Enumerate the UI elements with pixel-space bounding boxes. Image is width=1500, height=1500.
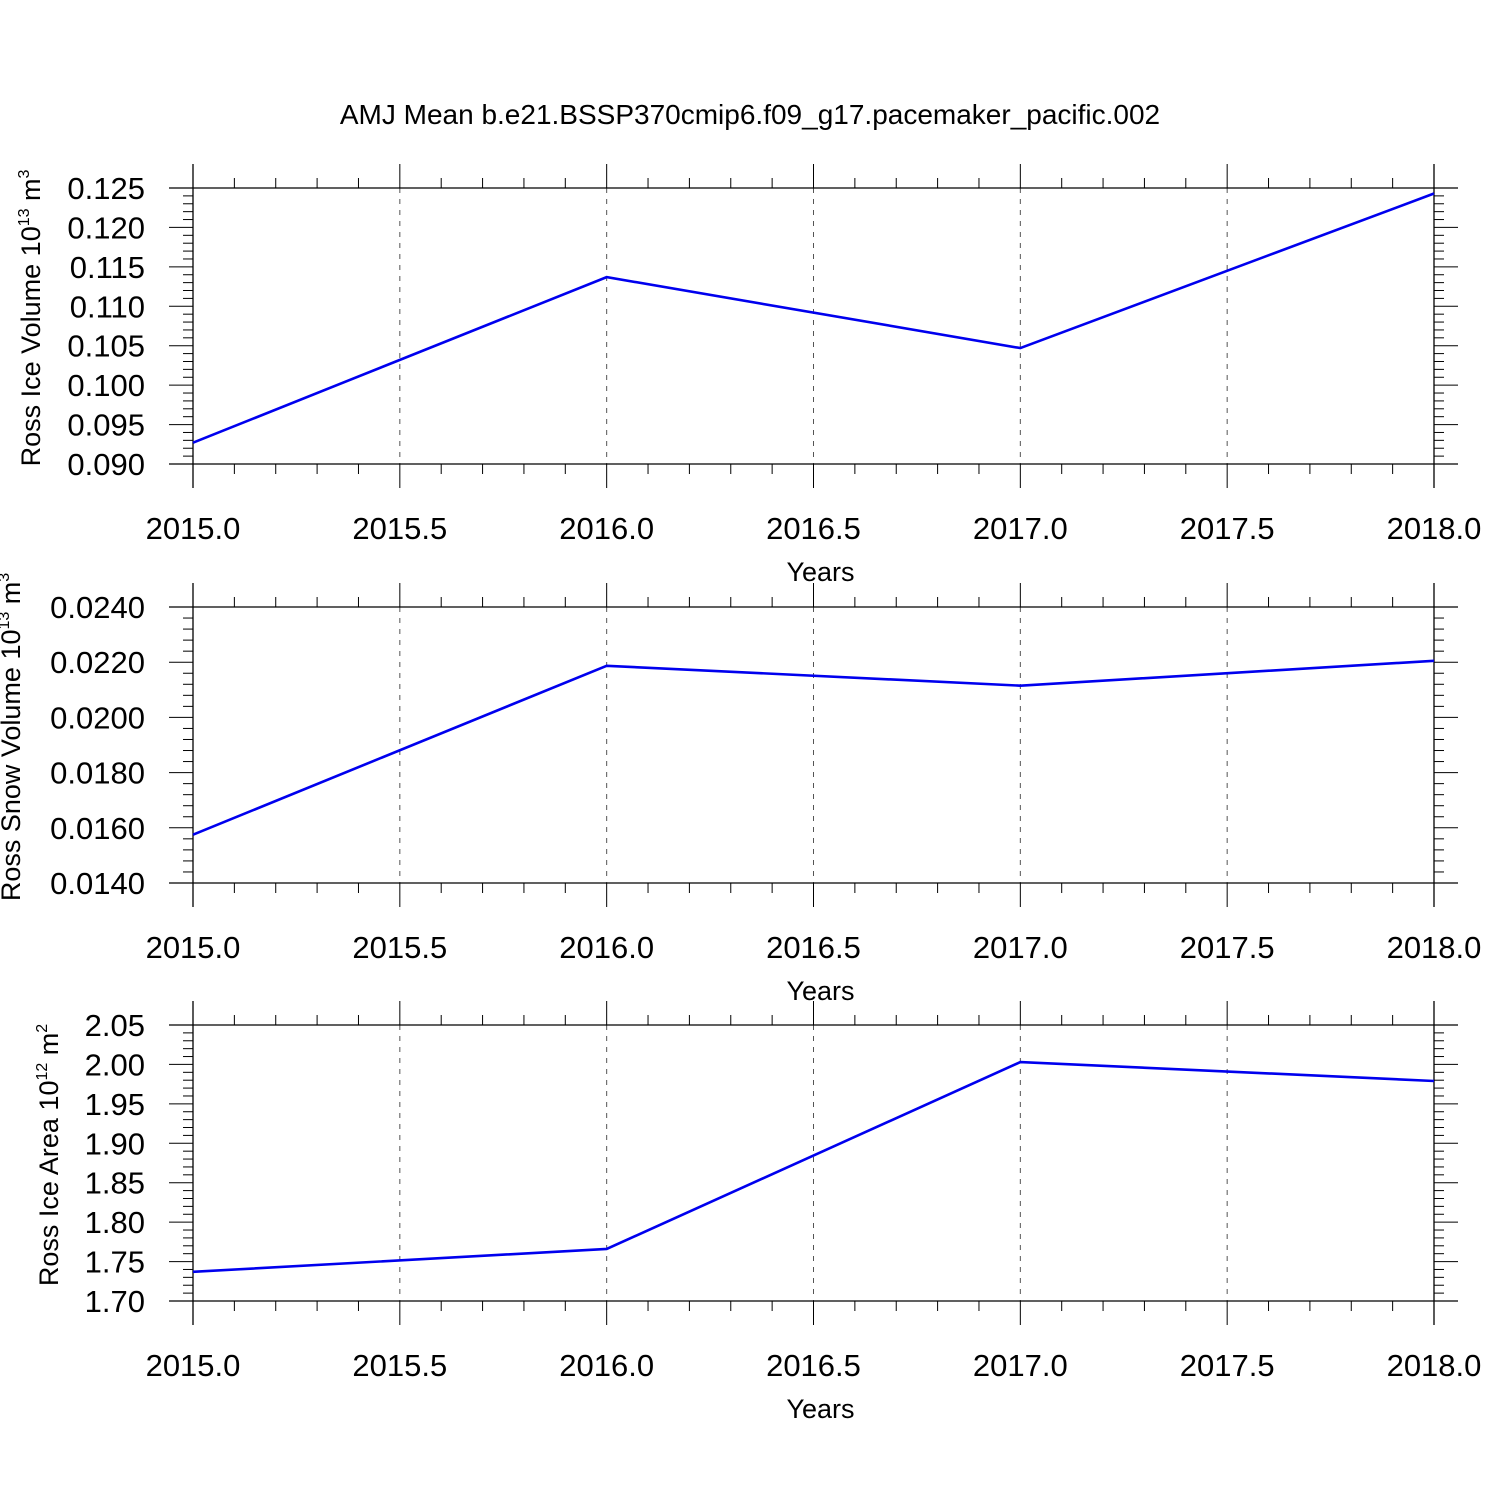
y-tick-label: 2.05 — [85, 1008, 145, 1043]
x-tick-label: 2017.5 — [1180, 511, 1275, 546]
y-tick-label: 1.90 — [85, 1126, 145, 1161]
y-tick-label: 1.85 — [85, 1166, 145, 1201]
x-tick-label: 2015.5 — [352, 1348, 447, 1383]
x-tick-label: 2017.5 — [1180, 1348, 1275, 1383]
panel-2: 2015.0 2015.5 2016.0 2016.5 2017.0 2017.5 2018… — [0, 573, 1481, 1006]
y-tick-label: 0.115 — [70, 250, 145, 285]
x-tick-label: 2015.0 — [146, 930, 241, 965]
series-line — [192, 192, 1435, 444]
y-tick-label: 2.00 — [85, 1047, 145, 1082]
y-tick-label: 0.100 — [67, 368, 145, 403]
y-tick-label: 1.95 — [85, 1087, 145, 1122]
x-tick-label: 2016.0 — [559, 930, 654, 965]
y-tick-label: 0.0240 — [50, 590, 145, 625]
x-tick-label: 2016.0 — [559, 1348, 654, 1383]
x-tick-label: 2016.5 — [766, 511, 861, 546]
y-tick-label: 1.70 — [85, 1284, 145, 1319]
x-axis-title: Years — [786, 1394, 854, 1424]
x-tick-label: 2016.5 — [766, 1348, 861, 1383]
y-tick-label: 0.120 — [67, 210, 145, 245]
figure-title: AMJ Mean b.e21.BSSP370cmip6.f09_g17.pace… — [339, 99, 1161, 130]
y-tick-label: 0.125 — [67, 171, 145, 206]
y-tick-label: 0.0180 — [50, 756, 145, 791]
y-tick-label: 0.110 — [70, 289, 145, 324]
x-axis-title: Years — [786, 557, 854, 587]
x-tick-label: 2017.5 — [1180, 930, 1275, 965]
y-tick-label: 1.75 — [85, 1245, 145, 1280]
panel-3: 2015.0 2015.5 2016.0 2016.5 2017.0 2017.5 2018… — [34, 1001, 1481, 1424]
y-tick-label: 1.80 — [85, 1205, 145, 1240]
y-axis-title: Ross Ice Area 1012 m2 — [34, 1024, 64, 1286]
y-axis-title: Ross Snow Volume 1013 m3 — [0, 573, 26, 901]
y-tick-label: 0.090 — [67, 447, 145, 482]
x-tick-label: 2017.0 — [973, 511, 1068, 546]
panel-1: 2015.0 2015.5 2016.0 2016.5 2017.0 2017.5 2018… — [16, 164, 1481, 587]
y-tick-label: 0.0160 — [50, 811, 145, 846]
y-tick-label: 0.0140 — [50, 866, 145, 901]
y-tick-label: 0.0200 — [50, 700, 145, 735]
x-tick-label: 2016.5 — [766, 930, 861, 965]
x-tick-label: 2017.0 — [973, 930, 1068, 965]
x-tick-label: 2015.0 — [146, 1348, 241, 1383]
y-tick-label: 0.095 — [67, 408, 145, 443]
x-tick-label: 2015.5 — [352, 511, 447, 546]
series-line — [192, 1060, 1435, 1274]
x-tick-label: 2016.0 — [559, 511, 654, 546]
series-line — [192, 659, 1435, 836]
x-tick-label: 2015.5 — [352, 930, 447, 965]
y-tick-label: 0.0220 — [50, 645, 145, 680]
x-tick-label: 2018.0 — [1387, 511, 1482, 546]
y-tick-label: 0.105 — [67, 329, 145, 364]
x-tick-label: 2015.0 — [146, 511, 241, 546]
x-axis-title: Years — [786, 976, 854, 1006]
y-axis-title: Ross Ice Volume 1013 m3 — [16, 169, 46, 466]
x-tick-label: 2017.0 — [973, 1348, 1068, 1383]
x-tick-label: 2018.0 — [1387, 930, 1482, 965]
x-tick-label: 2018.0 — [1387, 1348, 1482, 1383]
